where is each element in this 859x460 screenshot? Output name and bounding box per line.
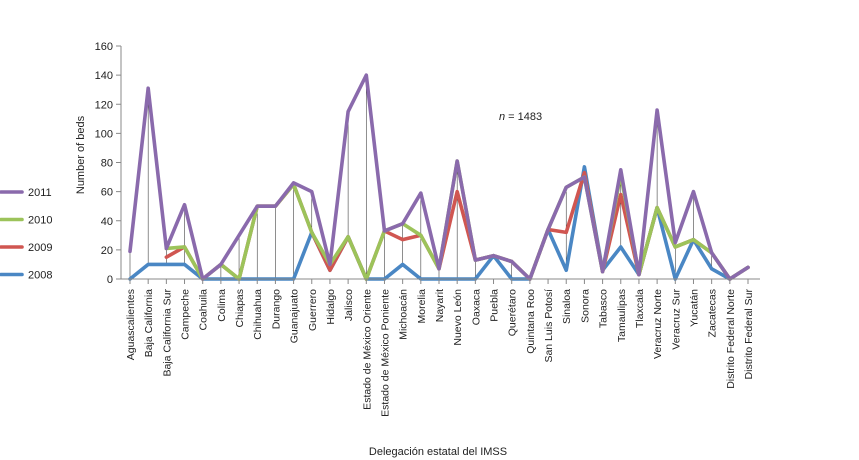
x-tick-label: Hidalgo xyxy=(325,289,337,325)
y-axis-ticks: 0 20 40 60 80 100 120 140 160 xyxy=(95,41,121,286)
x-tick-label: Estado de México Poniente xyxy=(379,289,391,417)
x-tick-label: Guerrero xyxy=(307,289,319,331)
y-tick-label: 140 xyxy=(95,70,113,82)
y-tick-label: 40 xyxy=(101,216,113,228)
y-tick-label: 0 xyxy=(107,274,113,286)
x-tick-label: Jalisco xyxy=(343,289,355,321)
x-tick-label: Veracruz Norte xyxy=(652,289,664,359)
x-tick-label: Baja California Sur xyxy=(161,289,173,377)
legend-label-2010: 2010 xyxy=(28,215,52,227)
n-annotation-symbol: n xyxy=(499,111,505,123)
legend: 2011 2010 2009 2008 xyxy=(0,187,52,282)
x-tick-label: Oaxaca xyxy=(470,289,482,325)
x-tick-label: Querétaro xyxy=(507,289,519,336)
x-tick-label: Guanajuato xyxy=(289,289,301,343)
x-tick-label: Nuevo León xyxy=(452,289,464,346)
legend-label-2009: 2009 xyxy=(28,242,52,254)
x-tick-label: Baja California xyxy=(143,289,155,357)
x-tick-label: Coahuila xyxy=(198,289,210,331)
series-lines xyxy=(128,73,750,281)
x-tick-label: Morelia xyxy=(416,289,428,324)
y-tick-label: 80 xyxy=(101,158,113,170)
x-tick-label: Nayarit xyxy=(434,289,446,322)
x-axis-ticks: Aguascalientes Baja California Baja Califo… xyxy=(125,279,755,417)
x-tick-label: Durango xyxy=(270,289,282,329)
x-tick-label: Colima xyxy=(216,289,228,322)
x-tick-label: Campeche xyxy=(180,289,192,340)
x-tick-label: Yucatán xyxy=(688,289,700,327)
x-tick-label: Sinaloa xyxy=(561,289,573,324)
y-tick-label: 120 xyxy=(95,99,113,111)
x-tick-label: San Luis Potosí xyxy=(543,289,555,363)
x-tick-label: Michoacán xyxy=(398,289,410,340)
x-tick-label: Tabasco xyxy=(598,289,610,328)
drop-lines xyxy=(129,75,712,279)
n-annotation-value: = 1483 xyxy=(505,111,542,123)
legend-label-2011: 2011 xyxy=(28,187,52,199)
series-line-2011 xyxy=(128,73,750,281)
x-tick-label: Estado de México Oriente xyxy=(361,289,373,410)
x-tick-label: Chiapas xyxy=(234,289,246,328)
x-tick-label: Puebla xyxy=(489,289,501,322)
x-tick-label: Distrito Federal Sur xyxy=(743,289,755,380)
x-tick-label: Distrito Federal Norte xyxy=(725,289,737,389)
y-tick-label: 60 xyxy=(101,187,113,199)
y-tick-label: 100 xyxy=(95,128,113,140)
y-tick-label: 160 xyxy=(95,41,113,53)
y-tick-label: 20 xyxy=(101,245,113,257)
x-tick-label: Veracruz Sur xyxy=(670,289,682,350)
x-tick-label: Tlaxcala xyxy=(634,289,646,328)
x-tick-label: Zacatecas xyxy=(707,289,719,337)
x-tick-label: Chihuahua xyxy=(252,289,264,340)
n-annotation: n = 1483 xyxy=(499,111,542,123)
x-tick-label: Sonora xyxy=(579,289,591,323)
y-axis-label: Number of beds xyxy=(75,115,87,194)
x-axis-label: Delegación estatal del IMSS xyxy=(369,446,507,458)
x-tick-label: Tamaulipas xyxy=(616,289,628,342)
x-tick-label: Aguascalientes xyxy=(125,289,137,360)
legend-label-2008: 2008 xyxy=(28,270,52,282)
x-tick-label: Quintana Roo xyxy=(525,289,537,354)
